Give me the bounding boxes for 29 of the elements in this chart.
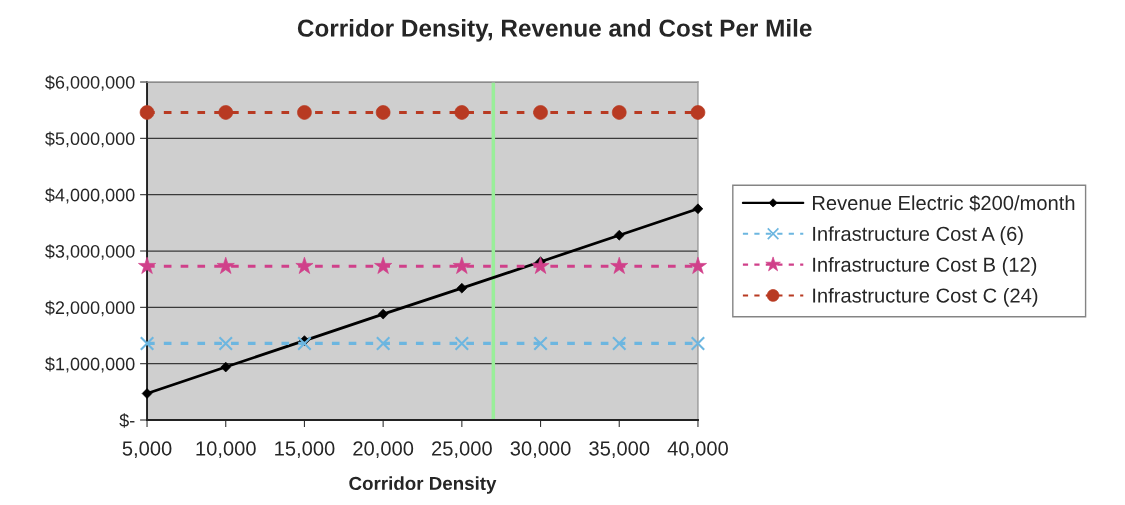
point	[139, 336, 155, 351]
y-tick-label: $1,000,000	[45, 356, 135, 373]
y-tick-label: $6,000,000	[45, 75, 135, 91]
legend-label: Infrastructure Cost C (24)	[813, 287, 1038, 307]
legend-label: Infrastructure Cost A (6)	[813, 226, 1023, 245]
y-tick-label: $2,000,000	[45, 300, 135, 317]
x-axis-title: Corridor Density	[349, 476, 497, 494]
legend-label: Infrastructure Cost B (12)	[813, 257, 1037, 276]
point	[375, 336, 391, 351]
legend-label: Revenue Electric $200/month	[813, 195, 1075, 212]
x-tick-label: 10,000	[196, 441, 256, 459]
y-tick-label: $5,000,000	[45, 131, 135, 148]
chart-title: Corridor Density, Revenue and Cost Per Mile	[297, 18, 812, 42]
point	[611, 336, 627, 351]
x-tick-label: 20,000	[353, 441, 414, 459]
point	[533, 336, 548, 351]
x-tick-label: 25,000	[432, 441, 492, 459]
point	[297, 336, 312, 351]
point	[454, 336, 470, 351]
point	[690, 336, 706, 351]
x-tick-label: 5,000	[122, 441, 172, 459]
x-tick-label: 30,000	[510, 441, 571, 459]
y-tick-label: $4,000,000	[45, 187, 135, 204]
y-tick-label: $-	[119, 413, 135, 428]
y-tick-label: $3,000,000	[45, 244, 135, 260]
x-tick-label: 15,000	[275, 441, 335, 459]
x-tick-label: 35,000	[589, 441, 650, 459]
x-tick-label: 40,000	[667, 441, 728, 459]
point	[218, 336, 234, 351]
